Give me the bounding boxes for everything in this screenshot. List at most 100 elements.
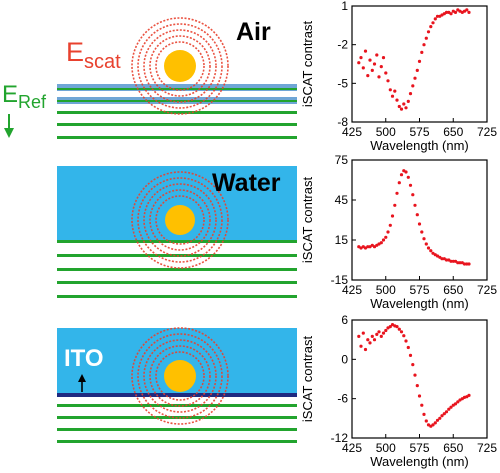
data-point bbox=[395, 191, 399, 195]
data-point bbox=[372, 338, 377, 342]
data-point bbox=[370, 334, 374, 338]
data-point bbox=[420, 50, 424, 55]
data-point bbox=[397, 104, 401, 109]
data-point bbox=[413, 373, 417, 377]
data-point bbox=[438, 416, 442, 420]
y-tick-label: 6 bbox=[341, 313, 348, 327]
nanoparticle bbox=[165, 205, 195, 235]
data-point bbox=[411, 363, 415, 367]
data-point bbox=[426, 30, 431, 34]
data-point bbox=[395, 98, 399, 102]
data-point bbox=[467, 10, 471, 14]
y-tick-label: 1 bbox=[341, 0, 348, 13]
data-point bbox=[444, 258, 449, 262]
data-point bbox=[424, 36, 428, 40]
x-tick-label: 650 bbox=[443, 441, 463, 455]
stripe-green bbox=[57, 281, 297, 284]
y-tick-label: 45 bbox=[335, 193, 349, 207]
nanoparticle bbox=[164, 360, 196, 392]
data-point bbox=[390, 214, 395, 218]
e-ref-label: ERef bbox=[2, 81, 47, 112]
ring bbox=[131, 171, 229, 269]
data-point bbox=[366, 245, 370, 249]
y-tick-label: -12 bbox=[331, 431, 349, 445]
y-tick-label: -2 bbox=[337, 38, 348, 52]
data-point bbox=[399, 173, 404, 177]
data-point bbox=[431, 251, 435, 255]
x-tick-label: 500 bbox=[376, 283, 396, 297]
data-point bbox=[440, 414, 444, 418]
data-point bbox=[417, 394, 422, 398]
ring bbox=[143, 183, 217, 257]
stripe-green bbox=[57, 100, 297, 102]
stripe-green bbox=[57, 88, 297, 90]
data-point bbox=[422, 237, 426, 241]
data-point bbox=[420, 403, 424, 407]
data-point bbox=[408, 353, 413, 357]
panel-water-schematic: Water bbox=[57, 166, 297, 298]
data-point bbox=[420, 230, 424, 234]
y-tick-label: 15 bbox=[335, 233, 349, 247]
data-point bbox=[422, 412, 426, 416]
data-point bbox=[402, 334, 406, 338]
data-point bbox=[397, 181, 401, 185]
stripe-green bbox=[57, 136, 297, 139]
data-point bbox=[447, 407, 451, 411]
y-tick-label: 0 bbox=[341, 352, 348, 366]
chart-ito-spectrum: 425 500 575 650 725 6 0 -6 -12 Wavelength (nm) iSC… bbox=[300, 313, 497, 469]
x-axis-label: Wavelength (nm) bbox=[370, 138, 469, 153]
panel-ito-schematic: ITO bbox=[57, 327, 297, 443]
ito-label: ITO bbox=[64, 345, 104, 372]
data-point bbox=[390, 94, 395, 98]
data-point bbox=[415, 384, 419, 388]
data-point bbox=[357, 61, 361, 65]
data-point bbox=[368, 245, 372, 249]
data-point bbox=[361, 66, 365, 70]
y-axis-label: iSCAT contrast bbox=[300, 177, 315, 264]
x-tick-label: 575 bbox=[409, 283, 429, 297]
chart-water-spectrum: 425 500 575 650 725 75 45 15 -15 Wavelength (nm) i… bbox=[300, 153, 497, 311]
scattering-rings-air bbox=[131, 17, 229, 115]
y-tick-label: -6 bbox=[337, 392, 348, 406]
data-point bbox=[393, 203, 397, 207]
data-point bbox=[424, 242, 428, 246]
x-tick-label: 575 bbox=[409, 125, 429, 139]
data-point bbox=[453, 402, 458, 406]
data-point bbox=[429, 25, 433, 29]
data-point bbox=[417, 222, 422, 226]
data-point bbox=[375, 53, 379, 57]
substrate-stripes-water bbox=[57, 240, 297, 298]
ring bbox=[149, 35, 211, 97]
data-point bbox=[435, 14, 440, 18]
data-point bbox=[406, 345, 410, 350]
data-point bbox=[465, 262, 469, 266]
data-point bbox=[361, 331, 365, 335]
ito-layer bbox=[57, 393, 297, 397]
data-point bbox=[462, 262, 467, 266]
data-point bbox=[379, 65, 383, 69]
data-point bbox=[381, 56, 386, 60]
data-point bbox=[384, 71, 388, 75]
y-tick-label: 75 bbox=[335, 153, 349, 167]
data-point bbox=[413, 203, 417, 207]
data-point bbox=[426, 246, 431, 250]
stripe-green bbox=[57, 123, 297, 126]
data-point bbox=[453, 10, 458, 14]
x-tick-label: 725 bbox=[477, 125, 497, 139]
data-point bbox=[433, 421, 437, 425]
x-tick-label: 425 bbox=[342, 283, 362, 297]
data-point bbox=[408, 92, 413, 96]
data-point bbox=[384, 328, 388, 333]
stripe-green bbox=[57, 268, 297, 271]
ring bbox=[149, 189, 211, 251]
data-point bbox=[449, 405, 453, 409]
nanoparticle bbox=[164, 50, 196, 82]
data-point bbox=[417, 59, 422, 64]
x-tick-label: 725 bbox=[477, 283, 497, 297]
scattering-rings-ito bbox=[131, 327, 229, 425]
e-ref-subscript: Ref bbox=[18, 92, 47, 112]
data-point bbox=[379, 241, 383, 245]
data-point bbox=[411, 193, 415, 197]
data-point bbox=[388, 88, 392, 92]
data-point bbox=[359, 344, 363, 348]
